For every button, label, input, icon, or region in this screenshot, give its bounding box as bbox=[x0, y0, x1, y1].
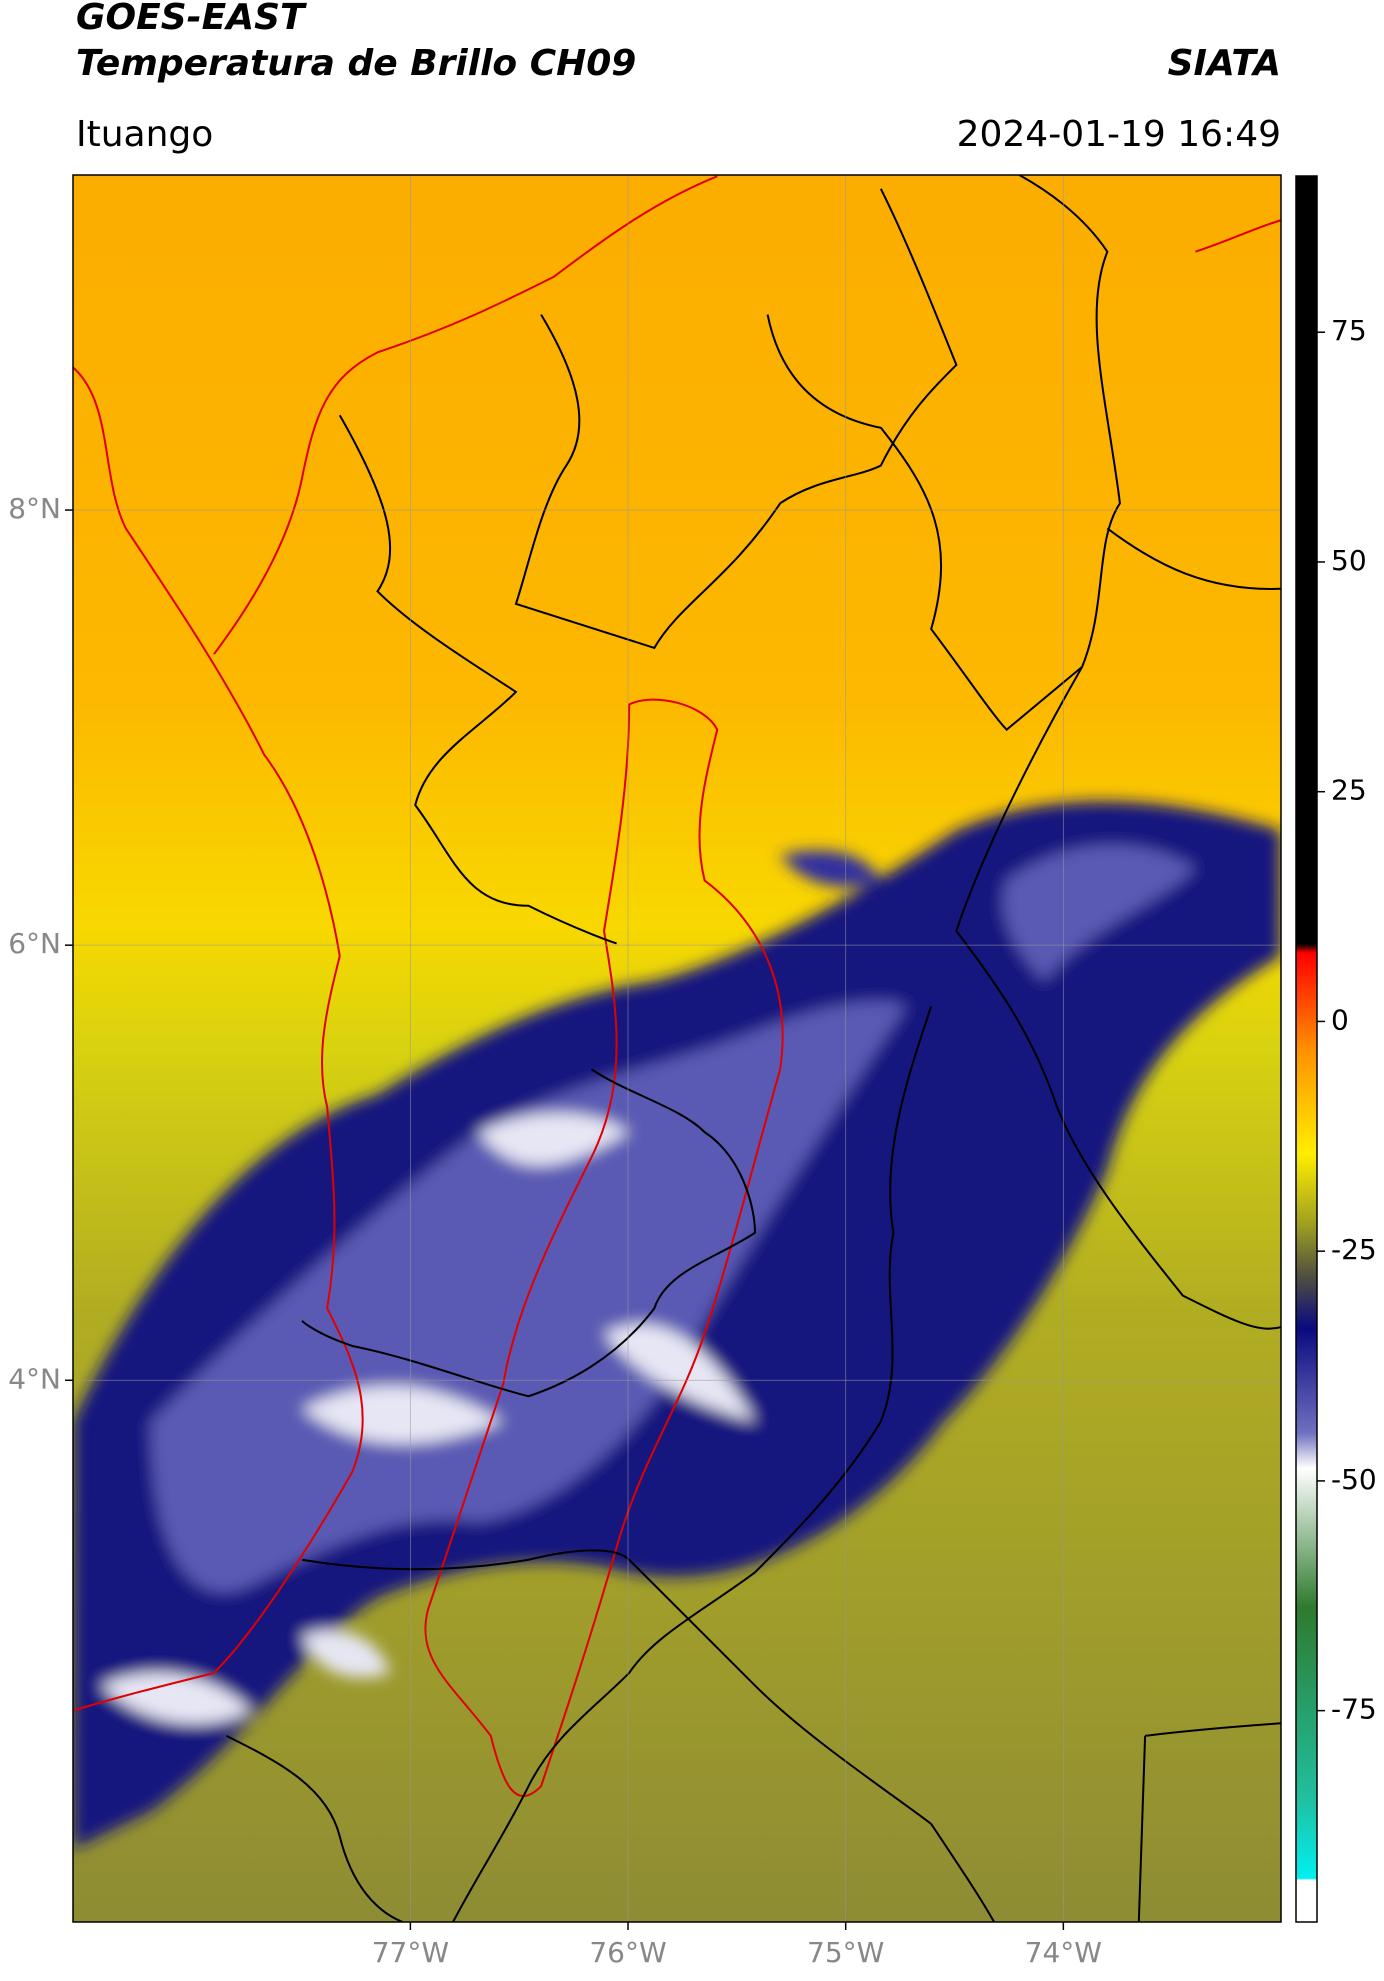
colorbar-tick-label: 25 bbox=[1331, 774, 1367, 807]
title: GOES-EAST bbox=[76, 0, 307, 38]
brand: SIATA bbox=[1168, 43, 1281, 84]
x-tick-label: 74°W bbox=[1025, 1936, 1102, 1969]
colorbar-tick-label: -50 bbox=[1331, 1463, 1377, 1496]
datetime: 2024-01-19 16:49 bbox=[957, 114, 1281, 155]
colorbar bbox=[1295, 175, 1318, 1923]
y-tick-label: 6°N bbox=[8, 927, 61, 960]
y-tick-label: 8°N bbox=[8, 492, 61, 525]
axes: 77°W 76°W 75°W 74°W 8°N 6°N 4°N 75 50 25 0 -25 -50 -7… bbox=[8, 314, 1377, 1969]
x-tick-label: 77°W bbox=[372, 1936, 449, 1969]
colorbar-tick-label: 50 bbox=[1331, 544, 1367, 577]
colorbar-tick-label: 0 bbox=[1331, 1003, 1349, 1036]
y-tick-label: 4°N bbox=[8, 1362, 61, 1395]
colorbar-tick-label: -25 bbox=[1331, 1233, 1377, 1266]
colorbar-tick-label: 75 bbox=[1331, 314, 1367, 347]
x-tick-label: 75°W bbox=[807, 1936, 884, 1969]
grid bbox=[73, 175, 1281, 1922]
location: Ituango bbox=[76, 114, 213, 155]
map bbox=[73, 175, 1281, 1922]
subtitle: Temperatura de Brillo CH09 bbox=[76, 43, 636, 84]
map-frame bbox=[72, 174, 1282, 1923]
x-tick-label: 76°W bbox=[589, 1936, 666, 1969]
colorbar-tick-label: -75 bbox=[1331, 1693, 1377, 1726]
